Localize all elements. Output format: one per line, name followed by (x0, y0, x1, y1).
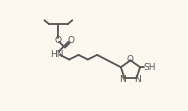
Text: O: O (55, 36, 62, 45)
Text: HN: HN (50, 50, 64, 59)
Text: N: N (120, 75, 126, 84)
Text: SH: SH (143, 63, 156, 72)
Text: O: O (67, 36, 74, 45)
Text: N: N (135, 75, 141, 84)
Text: O: O (127, 55, 134, 64)
